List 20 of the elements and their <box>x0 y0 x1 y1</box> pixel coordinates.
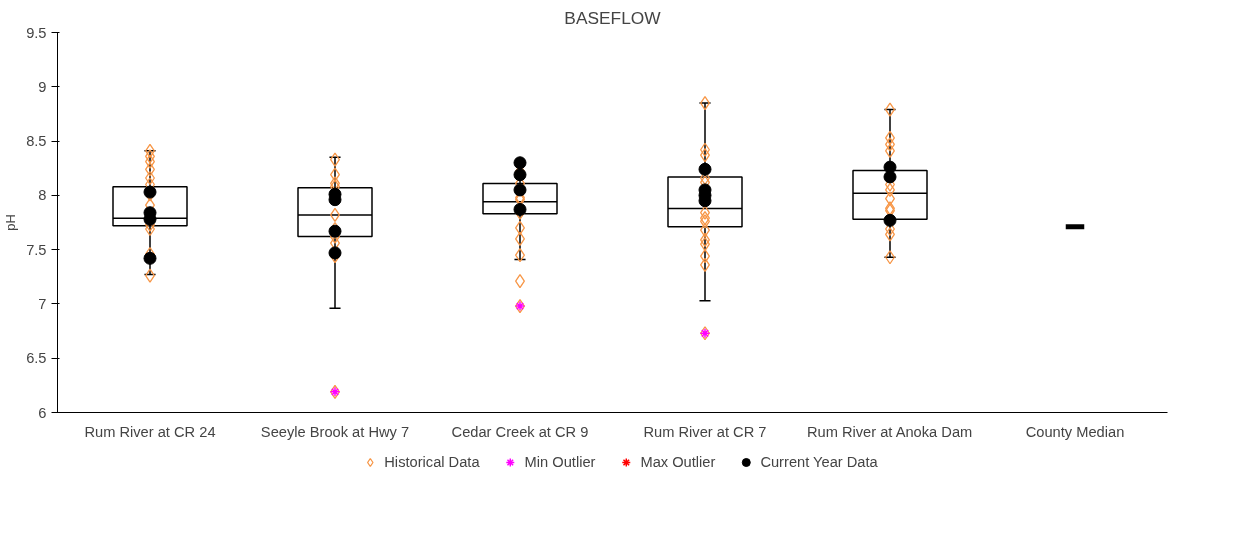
y-tick-label: 7 <box>38 295 47 312</box>
y-axis-title: pH <box>3 214 19 231</box>
legend-label: Min Outlier <box>524 454 596 470</box>
y-tick-label: 6.5 <box>26 350 47 367</box>
legend-label: Current Year Data <box>760 454 878 470</box>
y-tick-label: 9 <box>38 78 47 95</box>
y-tick-label: 7.5 <box>26 241 47 258</box>
x-tick-label: Rum River at CR 24 <box>84 423 216 440</box>
legend-label: Historical Data <box>384 454 480 470</box>
y-tick-label: 8.5 <box>26 133 47 150</box>
chart-title: BASEFLOW <box>564 7 662 28</box>
x-tick-label: Cedar Creek at CR 9 <box>451 423 589 440</box>
y-tick-label: 9.5 <box>26 24 47 41</box>
x-tick-label: Seeyle Brook at Hwy 7 <box>260 423 410 440</box>
x-tick-label: County Median <box>1025 423 1125 440</box>
y-tick-label: 8 <box>38 187 47 204</box>
y-tick-label: 6 <box>38 404 47 421</box>
x-tick-label: Rum River at Anoka Dam <box>806 423 973 440</box>
x-tick-label: Rum River at CR 7 <box>643 423 767 440</box>
legend-label: Max Outlier <box>640 454 716 470</box>
